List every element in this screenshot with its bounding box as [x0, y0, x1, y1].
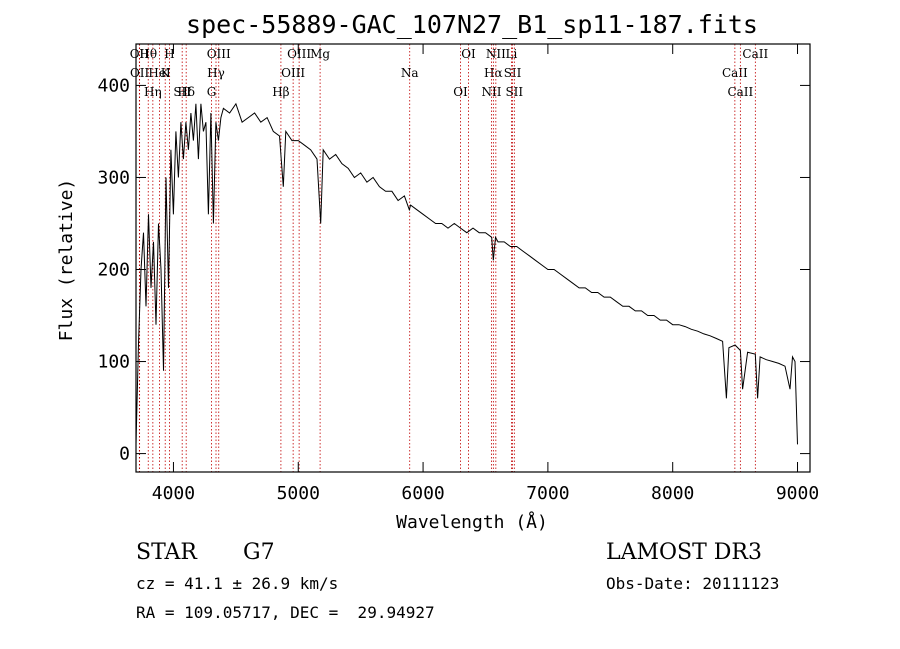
spectral-line-label: Hθ [139, 47, 157, 61]
x-tick-label: 6000 [401, 483, 444, 504]
survey-label: LAMOST DR3 [606, 540, 762, 565]
spectral-line-label: OIII [207, 47, 231, 61]
x-tick-label: 9000 [776, 483, 819, 504]
spectral-line-label: OII [130, 66, 150, 80]
spectral-line-label: Hα [484, 66, 503, 80]
obs-date-label: Obs-Date: 20111123 [606, 574, 780, 593]
spectral-line-label: CaII [722, 66, 748, 80]
redshift-label: cz = 41.1 ± 26.9 km/s [136, 574, 339, 593]
spectral-line-label: Hδ [177, 85, 195, 99]
y-tick-label: 0 [119, 444, 130, 465]
spectral-line-label: K [161, 66, 171, 80]
x-tick-label: 5000 [277, 483, 320, 504]
x-axis-label: Wavelength (Å) [396, 511, 548, 533]
y-tick-label: 200 [97, 260, 130, 281]
spectral-line-label: CaII [727, 85, 753, 99]
spectral-line-label: SII [505, 85, 523, 99]
flux-series-line [135, 102, 798, 445]
spectral-line-label: SII [504, 66, 522, 80]
object-class: STAR [136, 540, 197, 565]
axis-ticks: 4000 5000 6000 7000 8000 9000 0 100 200 300 400 [97, 44, 819, 504]
chart-title: spec-55889-GAC_107N27_B1_sp11-187.fits [186, 10, 758, 39]
spectral-line-label: HeI [148, 66, 171, 80]
spectral-line-label: OI [461, 47, 476, 61]
spectral-line-label: OI [453, 85, 468, 99]
spectral-line-label: NII [481, 85, 501, 99]
y-tick-label: 400 [97, 75, 130, 96]
x-tick-label: 4000 [152, 483, 195, 504]
y-tick-label: 100 [97, 352, 130, 373]
spectral-line-markers: HθKHδOIIHeISIIOIIIHγGOIIIOIIIHβMgNaOIOIH… [130, 44, 768, 472]
plot-frame [135, 43, 811, 473]
spectral-line-label: OII [130, 47, 150, 61]
object-subclass: G7 [243, 540, 275, 565]
spectral-line-label: Na [401, 66, 419, 80]
spectral-line-label: CaII [742, 47, 768, 61]
spectral-line-label: SII [173, 85, 191, 99]
y-axis-label: Flux (relative) [56, 179, 77, 342]
x-tick-label: 7000 [526, 483, 569, 504]
x-tick-label: 8000 [651, 483, 694, 504]
spectral-line-label: Mg [310, 47, 330, 61]
spectral-line-label: OIII [281, 66, 305, 80]
spectral-line-label: Hγ [207, 66, 225, 80]
spectral-line-label: OIII [287, 47, 311, 61]
spectral-line-label: Hη [144, 85, 162, 99]
spectral-line-label: NII [486, 47, 506, 61]
y-tick-label: 300 [97, 167, 130, 188]
spectral-line-label: Li [506, 47, 518, 61]
spectral-line-label: G [207, 85, 217, 99]
spectral-line-label: Hβ [272, 85, 289, 99]
coords-label: RA = 109.05717, DEC = 29.94927 [136, 603, 435, 622]
spectral-line-label: H [164, 47, 174, 61]
